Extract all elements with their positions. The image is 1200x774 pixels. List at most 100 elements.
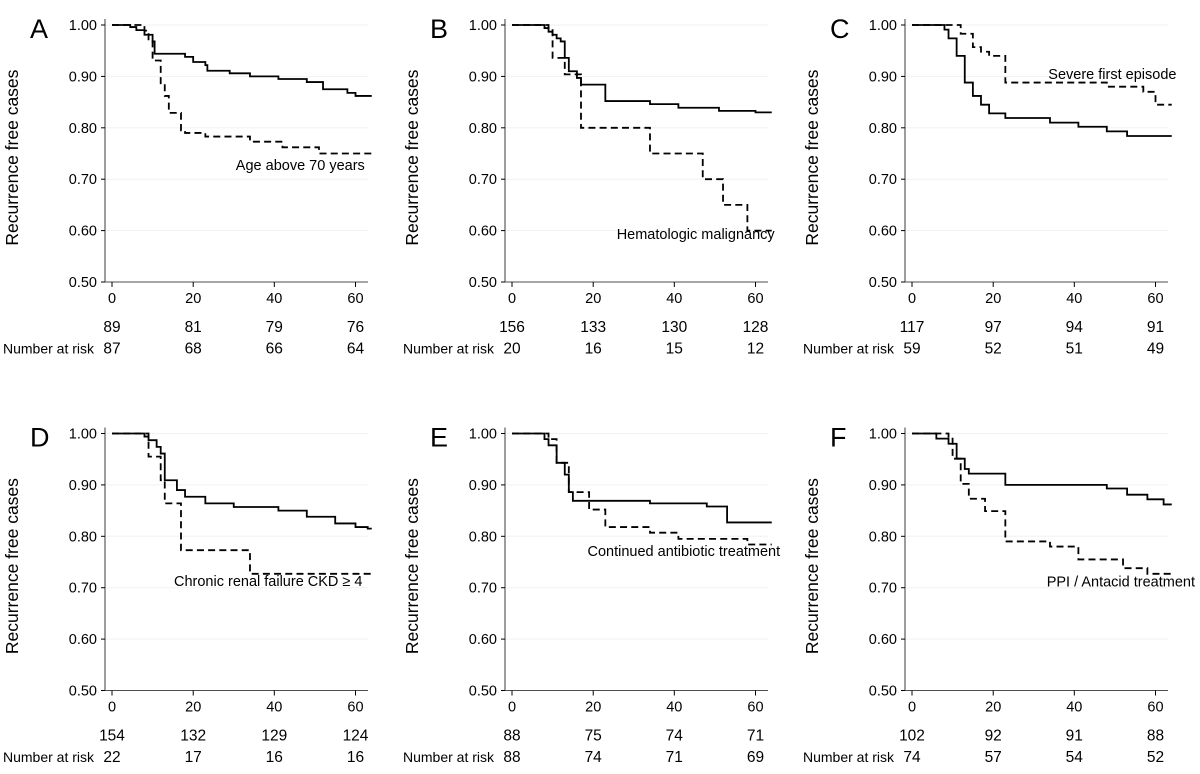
svg-text:76: 76 xyxy=(347,319,364,336)
svg-text:22: 22 xyxy=(103,749,120,766)
svg-text:154: 154 xyxy=(99,728,125,745)
svg-text:0: 0 xyxy=(108,700,116,716)
svg-text:0.70: 0.70 xyxy=(469,581,497,597)
svg-text:20: 20 xyxy=(985,700,1001,716)
svg-text:0.60: 0.60 xyxy=(869,632,897,648)
svg-text:0: 0 xyxy=(908,291,916,307)
svg-text:D: D xyxy=(30,423,50,453)
svg-text:57: 57 xyxy=(985,749,1002,766)
svg-text:0.80: 0.80 xyxy=(69,121,97,137)
svg-text:0: 0 xyxy=(908,700,916,716)
svg-text:60: 60 xyxy=(747,700,763,716)
svg-text:133: 133 xyxy=(580,319,606,336)
svg-text:PPI / Antacid treatment: PPI / Antacid treatment xyxy=(1047,575,1195,591)
svg-text:60: 60 xyxy=(1147,291,1163,307)
svg-text:1.00: 1.00 xyxy=(69,427,97,443)
svg-text:1.00: 1.00 xyxy=(869,18,897,34)
svg-text:68: 68 xyxy=(185,341,202,358)
svg-text:74: 74 xyxy=(903,749,921,766)
svg-text:129: 129 xyxy=(261,728,287,745)
svg-text:130: 130 xyxy=(661,319,687,336)
svg-text:0.90: 0.90 xyxy=(69,478,97,494)
svg-text:1.00: 1.00 xyxy=(469,18,497,34)
svg-text:F: F xyxy=(830,423,847,453)
svg-text:60: 60 xyxy=(1147,700,1163,716)
svg-text:16: 16 xyxy=(347,749,364,766)
svg-text:91: 91 xyxy=(1147,319,1164,336)
svg-text:0.50: 0.50 xyxy=(69,684,97,700)
svg-text:0.90: 0.90 xyxy=(869,69,897,85)
svg-text:0: 0 xyxy=(108,291,116,307)
svg-text:20: 20 xyxy=(585,700,601,716)
svg-text:0.70: 0.70 xyxy=(69,172,97,188)
svg-text:89: 89 xyxy=(103,319,120,336)
svg-text:40: 40 xyxy=(666,700,682,716)
svg-text:40: 40 xyxy=(266,700,282,716)
svg-text:117: 117 xyxy=(900,319,925,336)
svg-text:66: 66 xyxy=(266,341,283,358)
svg-text:60: 60 xyxy=(747,291,763,307)
svg-text:81: 81 xyxy=(185,319,202,336)
svg-text:87: 87 xyxy=(103,341,120,358)
svg-text:0.60: 0.60 xyxy=(469,632,497,648)
svg-text:0.50: 0.50 xyxy=(869,684,897,700)
svg-text:97: 97 xyxy=(985,319,1002,336)
svg-text:Recurrence free cases: Recurrence free cases xyxy=(2,478,22,654)
svg-text:0.60: 0.60 xyxy=(69,632,97,648)
svg-text:64: 64 xyxy=(347,341,365,358)
svg-text:91: 91 xyxy=(1066,728,1083,745)
svg-text:16: 16 xyxy=(266,749,283,766)
svg-text:Hematologic malignancy: Hematologic malignancy xyxy=(617,227,776,243)
svg-text:92: 92 xyxy=(985,728,1002,745)
svg-text:1.00: 1.00 xyxy=(69,18,97,34)
svg-text:0.60: 0.60 xyxy=(869,224,897,240)
svg-text:Number at risk: Number at risk xyxy=(403,341,495,357)
svg-text:0.90: 0.90 xyxy=(469,69,497,85)
svg-text:0.80: 0.80 xyxy=(869,529,897,545)
svg-text:Recurrence free cases: Recurrence free cases xyxy=(802,478,822,654)
svg-text:71: 71 xyxy=(747,728,764,745)
svg-text:20: 20 xyxy=(185,291,201,307)
svg-text:60: 60 xyxy=(347,291,363,307)
svg-text:0.80: 0.80 xyxy=(869,121,897,137)
svg-text:88: 88 xyxy=(503,728,520,745)
svg-text:0.90: 0.90 xyxy=(869,478,897,494)
svg-text:52: 52 xyxy=(1147,749,1164,766)
svg-text:71: 71 xyxy=(666,749,683,766)
svg-text:88: 88 xyxy=(1147,728,1164,745)
svg-text:Number at risk: Number at risk xyxy=(3,341,95,357)
svg-text:0.80: 0.80 xyxy=(69,529,97,545)
svg-text:0: 0 xyxy=(508,700,516,716)
svg-text:102: 102 xyxy=(899,728,925,745)
svg-text:0.60: 0.60 xyxy=(469,224,497,240)
svg-text:69: 69 xyxy=(747,749,764,766)
svg-text:0.90: 0.90 xyxy=(69,69,97,85)
svg-text:0.90: 0.90 xyxy=(469,478,497,494)
svg-text:54: 54 xyxy=(1066,749,1084,766)
svg-text:0.70: 0.70 xyxy=(469,172,497,188)
svg-text:E: E xyxy=(430,423,448,453)
svg-text:0.50: 0.50 xyxy=(469,275,497,291)
svg-text:74: 74 xyxy=(585,749,603,766)
svg-text:1.00: 1.00 xyxy=(869,427,897,443)
svg-text:Continued antibiotic treatment: Continued antibiotic treatment xyxy=(588,544,781,560)
svg-text:Recurrence free cases: Recurrence free cases xyxy=(802,69,822,245)
svg-text:0.70: 0.70 xyxy=(869,581,897,597)
svg-text:0: 0 xyxy=(508,291,516,307)
svg-text:124: 124 xyxy=(343,728,369,745)
svg-text:20: 20 xyxy=(503,341,521,358)
svg-text:Recurrence free cases: Recurrence free cases xyxy=(2,69,22,245)
svg-text:Age above 70 years: Age above 70 years xyxy=(236,158,365,174)
svg-text:132: 132 xyxy=(180,728,206,745)
svg-text:40: 40 xyxy=(1066,700,1082,716)
svg-text:1.00: 1.00 xyxy=(469,427,497,443)
svg-text:60: 60 xyxy=(347,700,363,716)
svg-text:0.80: 0.80 xyxy=(469,121,497,137)
svg-text:0.50: 0.50 xyxy=(69,275,97,291)
svg-text:20: 20 xyxy=(985,291,1001,307)
svg-text:75: 75 xyxy=(585,728,602,745)
svg-text:79: 79 xyxy=(266,319,283,336)
svg-text:40: 40 xyxy=(1066,291,1082,307)
svg-text:40: 40 xyxy=(266,291,282,307)
svg-text:Severe first episode: Severe first episode xyxy=(1048,67,1176,83)
